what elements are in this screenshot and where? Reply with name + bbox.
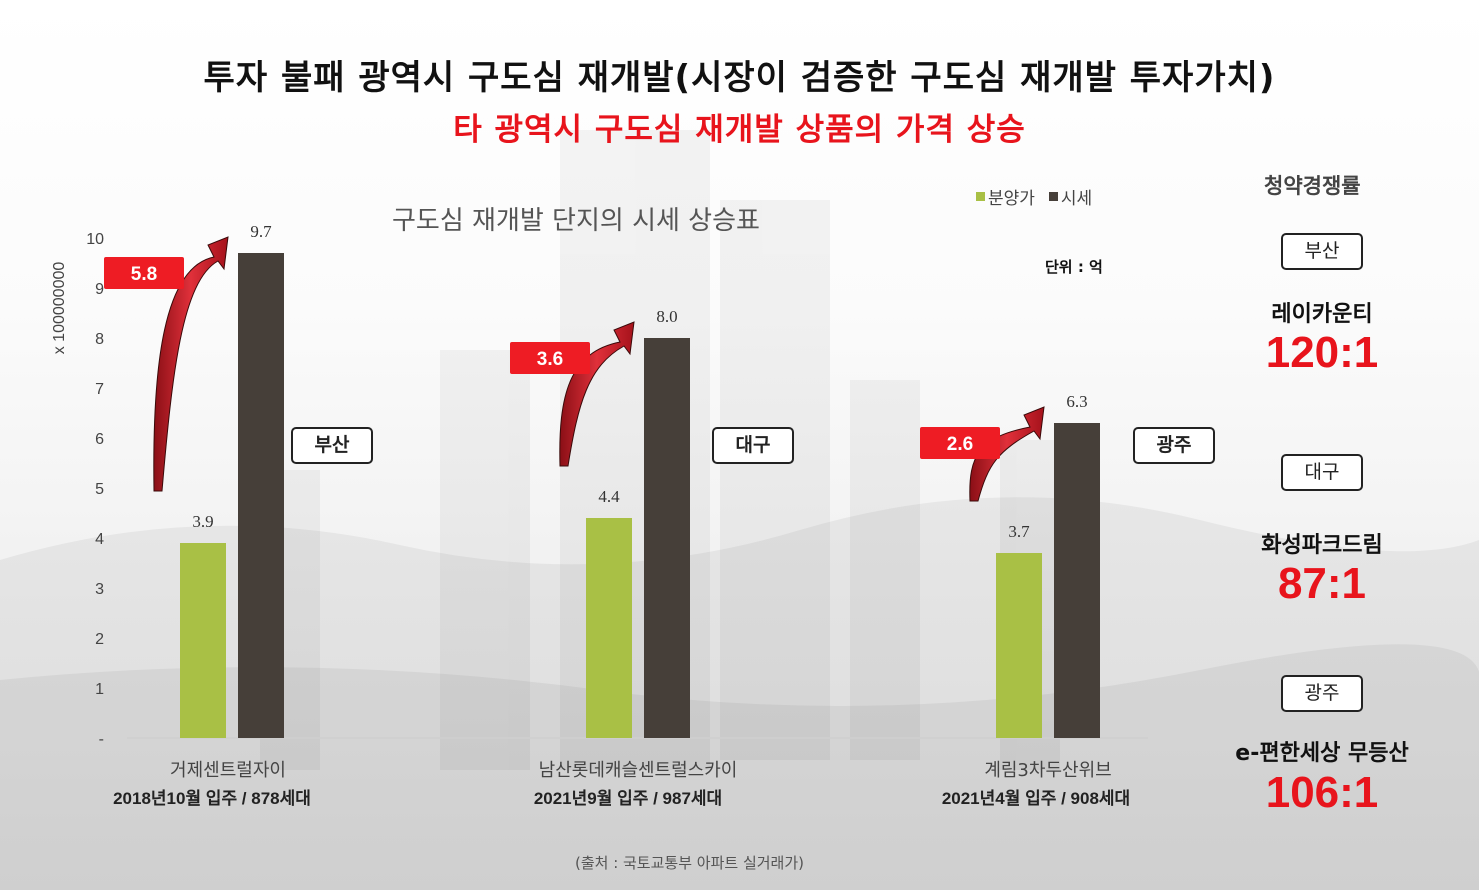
chart-title: 구도심 재개발 단지의 시세 상승표 [392,206,760,236]
category-label: 거제센트럴자이 [170,760,286,781]
data-label: 4.4 [598,487,620,506]
y-axis-label: x 100000000 [51,262,68,355]
source-note: (출처 : 국토교통부 아파트 실거래가) [574,854,805,872]
y-tick-label: - [99,731,104,748]
bar-presale [586,518,632,738]
bar-market [238,253,284,738]
legend-label-market: 시세 [1060,189,1093,209]
chart-legend: 분양가 시세 [976,184,1092,209]
increase-label: 5.8 [131,264,157,285]
category-detail: 2018년10월 입주 / 878세대 [113,789,311,808]
y-tick-label: 1 [95,681,104,698]
bar-presale [996,553,1042,738]
data-label: 3.7 [1008,522,1030,541]
category-detail: 2021년4월 입주 / 908세대 [941,789,1131,808]
sidebar-region-daegu: 대구 [1281,454,1363,491]
legend-item-market: 시세 [1048,184,1093,209]
category-label: 계림3차두산위브 [984,760,1112,781]
sidebar-region-gwangju: 광주 [1281,675,1363,712]
data-label: 3.9 [192,512,213,531]
bar-market [1054,423,1100,738]
y-tick-label: 7 [95,381,104,398]
increase-arrow [969,406,1045,502]
y-tick-label: 3 [95,581,104,598]
y-tick-label: 5 [95,481,104,498]
bar-presale [180,543,226,738]
bar-market [644,338,690,738]
sidebar-complex-name: e-편한세상 무등산 [1235,741,1409,766]
chart-region-daegu: 대구 [712,427,794,464]
category-detail: 2021년9월 입주 / 987세대 [533,789,723,808]
increase-arrow [559,321,635,467]
increase-label: 3.6 [537,349,563,370]
increase-badge [920,427,1000,459]
increase-label: 2.6 [947,434,973,455]
data-label: 6.3 [1066,392,1087,411]
y-tick-label: 9 [95,281,104,298]
y-tick-label: 2 [95,631,104,648]
y-tick-label: 10 [86,231,104,248]
legend-label-presale: 분양가 [988,189,1035,209]
chart-region-gwangju: 광주 [1133,427,1215,464]
sidebar-complex-name: 레이카운티 [1271,302,1373,327]
sidebar-ratio: 120:1 [1265,328,1379,377]
sidebar-complex-name: 화성파크드림 [1261,533,1383,558]
y-tick-label: 6 [95,431,104,448]
data-label: 8.0 [656,307,677,326]
sidebar-ratio: 106:1 [1265,768,1379,817]
category-label: 남산롯데캐슬센트럴스카이 [538,760,738,781]
increase-badge [104,257,184,289]
sidebar-ratio: 87:1 [1277,559,1367,608]
unit-note: 단위 : 억 [1045,258,1103,276]
sidebar-title: 청약경쟁률 [1264,174,1361,198]
sidebar-region-busan: 부산 [1281,233,1363,270]
page-subtitle: 타 광역시 구도심 재개발 상품의 가격 상승 [453,112,1026,148]
chart-region-busan: 부산 [291,427,373,464]
y-tick-label: 4 [95,531,104,548]
increase-badge [510,342,590,374]
legend-item-presale: 분양가 [976,184,1035,209]
page-title: 투자 불패 광역시 구도심 재개발(시장이 검증한 구도심 재개발 투자가치) [203,58,1276,98]
legend-swatch-market [1048,192,1058,201]
increase-arrow [153,236,229,492]
y-tick-label: 8 [95,331,104,348]
legend-swatch-presale [976,192,985,201]
data-label: 9.7 [250,222,272,241]
